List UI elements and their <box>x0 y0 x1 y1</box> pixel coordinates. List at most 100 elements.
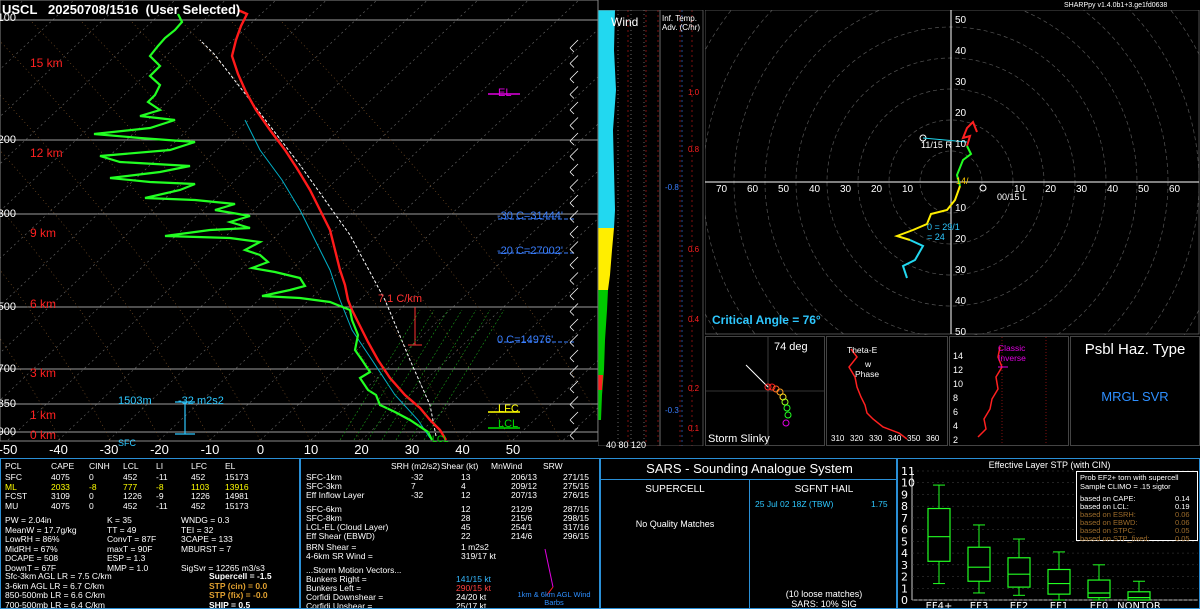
thermo-index: TT = 49 <box>107 524 137 535</box>
storm-vector-value: 25/17 kt <box>456 601 487 609</box>
stp-prob-value: 0.14 <box>1175 494 1190 503</box>
thermo-index: K = 35 <box>107 515 132 525</box>
left-mover-label: 11/15 R <box>921 140 952 150</box>
temp-tick-label: 20 <box>354 442 369 457</box>
hodo-trace-green <box>955 145 973 187</box>
isotherm <box>361 216 600 441</box>
thermo-panel: PCL CAPE CINH LCL LI LFC EL SFC 4075 0 452 -11 452 15… <box>0 458 300 609</box>
stp-box <box>927 507 951 562</box>
isotherm <box>58 0 529 441</box>
lapse-rate: 850-500mb LR = 6.6 C/km <box>5 590 105 600</box>
isotherm <box>310 169 600 441</box>
storm-vector-label: Bunkers Left = <box>306 583 362 593</box>
thermo-cell: 4075 <box>51 500 70 511</box>
kin-cell: 275/15 <box>563 481 589 492</box>
kin-cell: 13 <box>461 472 471 482</box>
right-mover-label: 00/15 L <box>997 192 1028 202</box>
sars-hail-title: SGFNT HAIL <box>794 484 854 495</box>
thermo-cell: 0 <box>89 491 94 501</box>
slinky-circle <box>776 388 784 396</box>
sars-supercell-title: SUPERCELL <box>645 484 705 495</box>
wind-barb <box>569 427 579 436</box>
adv-tick: 0.1 <box>688 424 700 433</box>
stp-ytick: 9 <box>901 488 908 501</box>
wind-barb-flag <box>569 342 575 347</box>
wind-barb-flag <box>569 435 575 440</box>
wind-barb <box>569 411 579 421</box>
stp-ytick: 5 <box>901 535 908 548</box>
temp-tick-label: -10 <box>200 442 220 457</box>
adv-tick: 0.6 <box>688 245 700 254</box>
wind-barb-flag <box>569 187 575 192</box>
vrot-panel: 14 12 10 8 6 4 2 Classic Inverse <box>949 336 1069 446</box>
thermo-cell: -9 <box>156 491 164 501</box>
wind-barb-flag <box>569 109 575 115</box>
isotherm <box>209 74 600 441</box>
parcel-trace <box>199 39 437 437</box>
thermo-row-name: MU <box>5 500 19 511</box>
hodo-trace-red <box>961 120 978 147</box>
hodo-ring <box>705 10 1200 335</box>
thermo-index: WNDG = 0.3 <box>181 515 230 525</box>
wind-barb-flag <box>569 140 575 146</box>
sr-wind-label: 4-6km SR Wind = <box>306 551 373 561</box>
stp-category: EF2 <box>1010 601 1028 609</box>
wind-barb <box>569 241 579 250</box>
theta-tick: 350 <box>907 434 921 443</box>
inflow-line <box>367 309 449 441</box>
vrot-tick: 2 <box>953 435 959 445</box>
adv-tick: 1.0 <box>688 88 700 97</box>
hodograph[interactable] <box>705 10 1200 335</box>
thermo-header: PCL <box>5 461 22 471</box>
slinky-circle <box>764 383 772 391</box>
wind-barb-flag <box>569 125 575 130</box>
stp-ytick: 3 <box>901 559 908 572</box>
isotherm-minus20: -20 C=27002' <box>497 245 564 257</box>
stp-prob-label: based on STP_fixed: <box>1080 534 1150 543</box>
kin-row-name: SFC-6km <box>306 503 342 514</box>
wind-barb <box>569 55 579 64</box>
wind-barb-flag <box>569 404 575 409</box>
wind-barb <box>569 70 579 80</box>
kin-cell: 45 <box>461 522 471 532</box>
adv-neg-tick: -0.3 <box>665 406 679 415</box>
vrot-tick: 6 <box>953 407 959 417</box>
hodo-ring-label: 10 <box>902 184 914 195</box>
thermo-index: SigSvr = 12265 m3/s3 <box>181 562 265 573</box>
thermo-cell: -8 <box>89 481 97 492</box>
stp-panel: Effective Layer STP (with CIN) 11 10 9 8 7 6 5… <box>897 458 1200 609</box>
kin-cell: 22 <box>461 531 471 542</box>
thermo-cell: 452 <box>191 500 206 511</box>
stp-prob-label: based on STPC: <box>1080 526 1136 535</box>
wind-barb <box>569 287 579 297</box>
kin-cell: 28 <box>461 512 471 523</box>
lcl-small-label: LCL <box>432 434 449 444</box>
wind-barb-plot <box>544 548 554 596</box>
kin-row-name: SFC-3km <box>306 481 342 492</box>
hazard-title: Psbl Haz. Type <box>1084 341 1186 358</box>
thermo-index: 3CAPE = 133 <box>181 534 233 544</box>
skewt-panel[interactable] <box>0 0 600 455</box>
stp-ytick: 7 <box>901 512 908 525</box>
kin-header: MnWind <box>491 461 523 471</box>
composite-param: SHIP = 0.5 <box>209 599 251 609</box>
thermo-index: PW = 2.04in <box>5 515 52 525</box>
wind-barb-flag <box>569 171 575 177</box>
thermo-cell: 2033 <box>51 481 70 492</box>
thermo-index: DCAPE = 508 <box>5 553 59 563</box>
temp-tick-label: 30 <box>404 442 420 457</box>
hodo-ring-label: 30 <box>840 184 852 195</box>
thermo-row-name: FCST <box>5 491 28 501</box>
storm-vector-label: Corfidi Downshear = <box>306 592 384 602</box>
vrot-tick: 10 <box>953 379 964 389</box>
isotherm <box>0 0 176 165</box>
kin-cell: 12 <box>461 503 471 514</box>
wind-barb-flag <box>569 94 575 99</box>
hodo-marker-2: 0 = 29/1 <box>927 222 960 232</box>
composite-param: STP (fix) = -0.0 <box>209 590 268 600</box>
wind-barb-flag <box>569 78 575 84</box>
vrot-label-inverse: Inverse <box>998 353 1026 363</box>
pressure-label: 300 <box>0 208 16 220</box>
wind-title: Wind <box>611 15 639 29</box>
hodo-ring-label: 40 <box>809 184 821 195</box>
